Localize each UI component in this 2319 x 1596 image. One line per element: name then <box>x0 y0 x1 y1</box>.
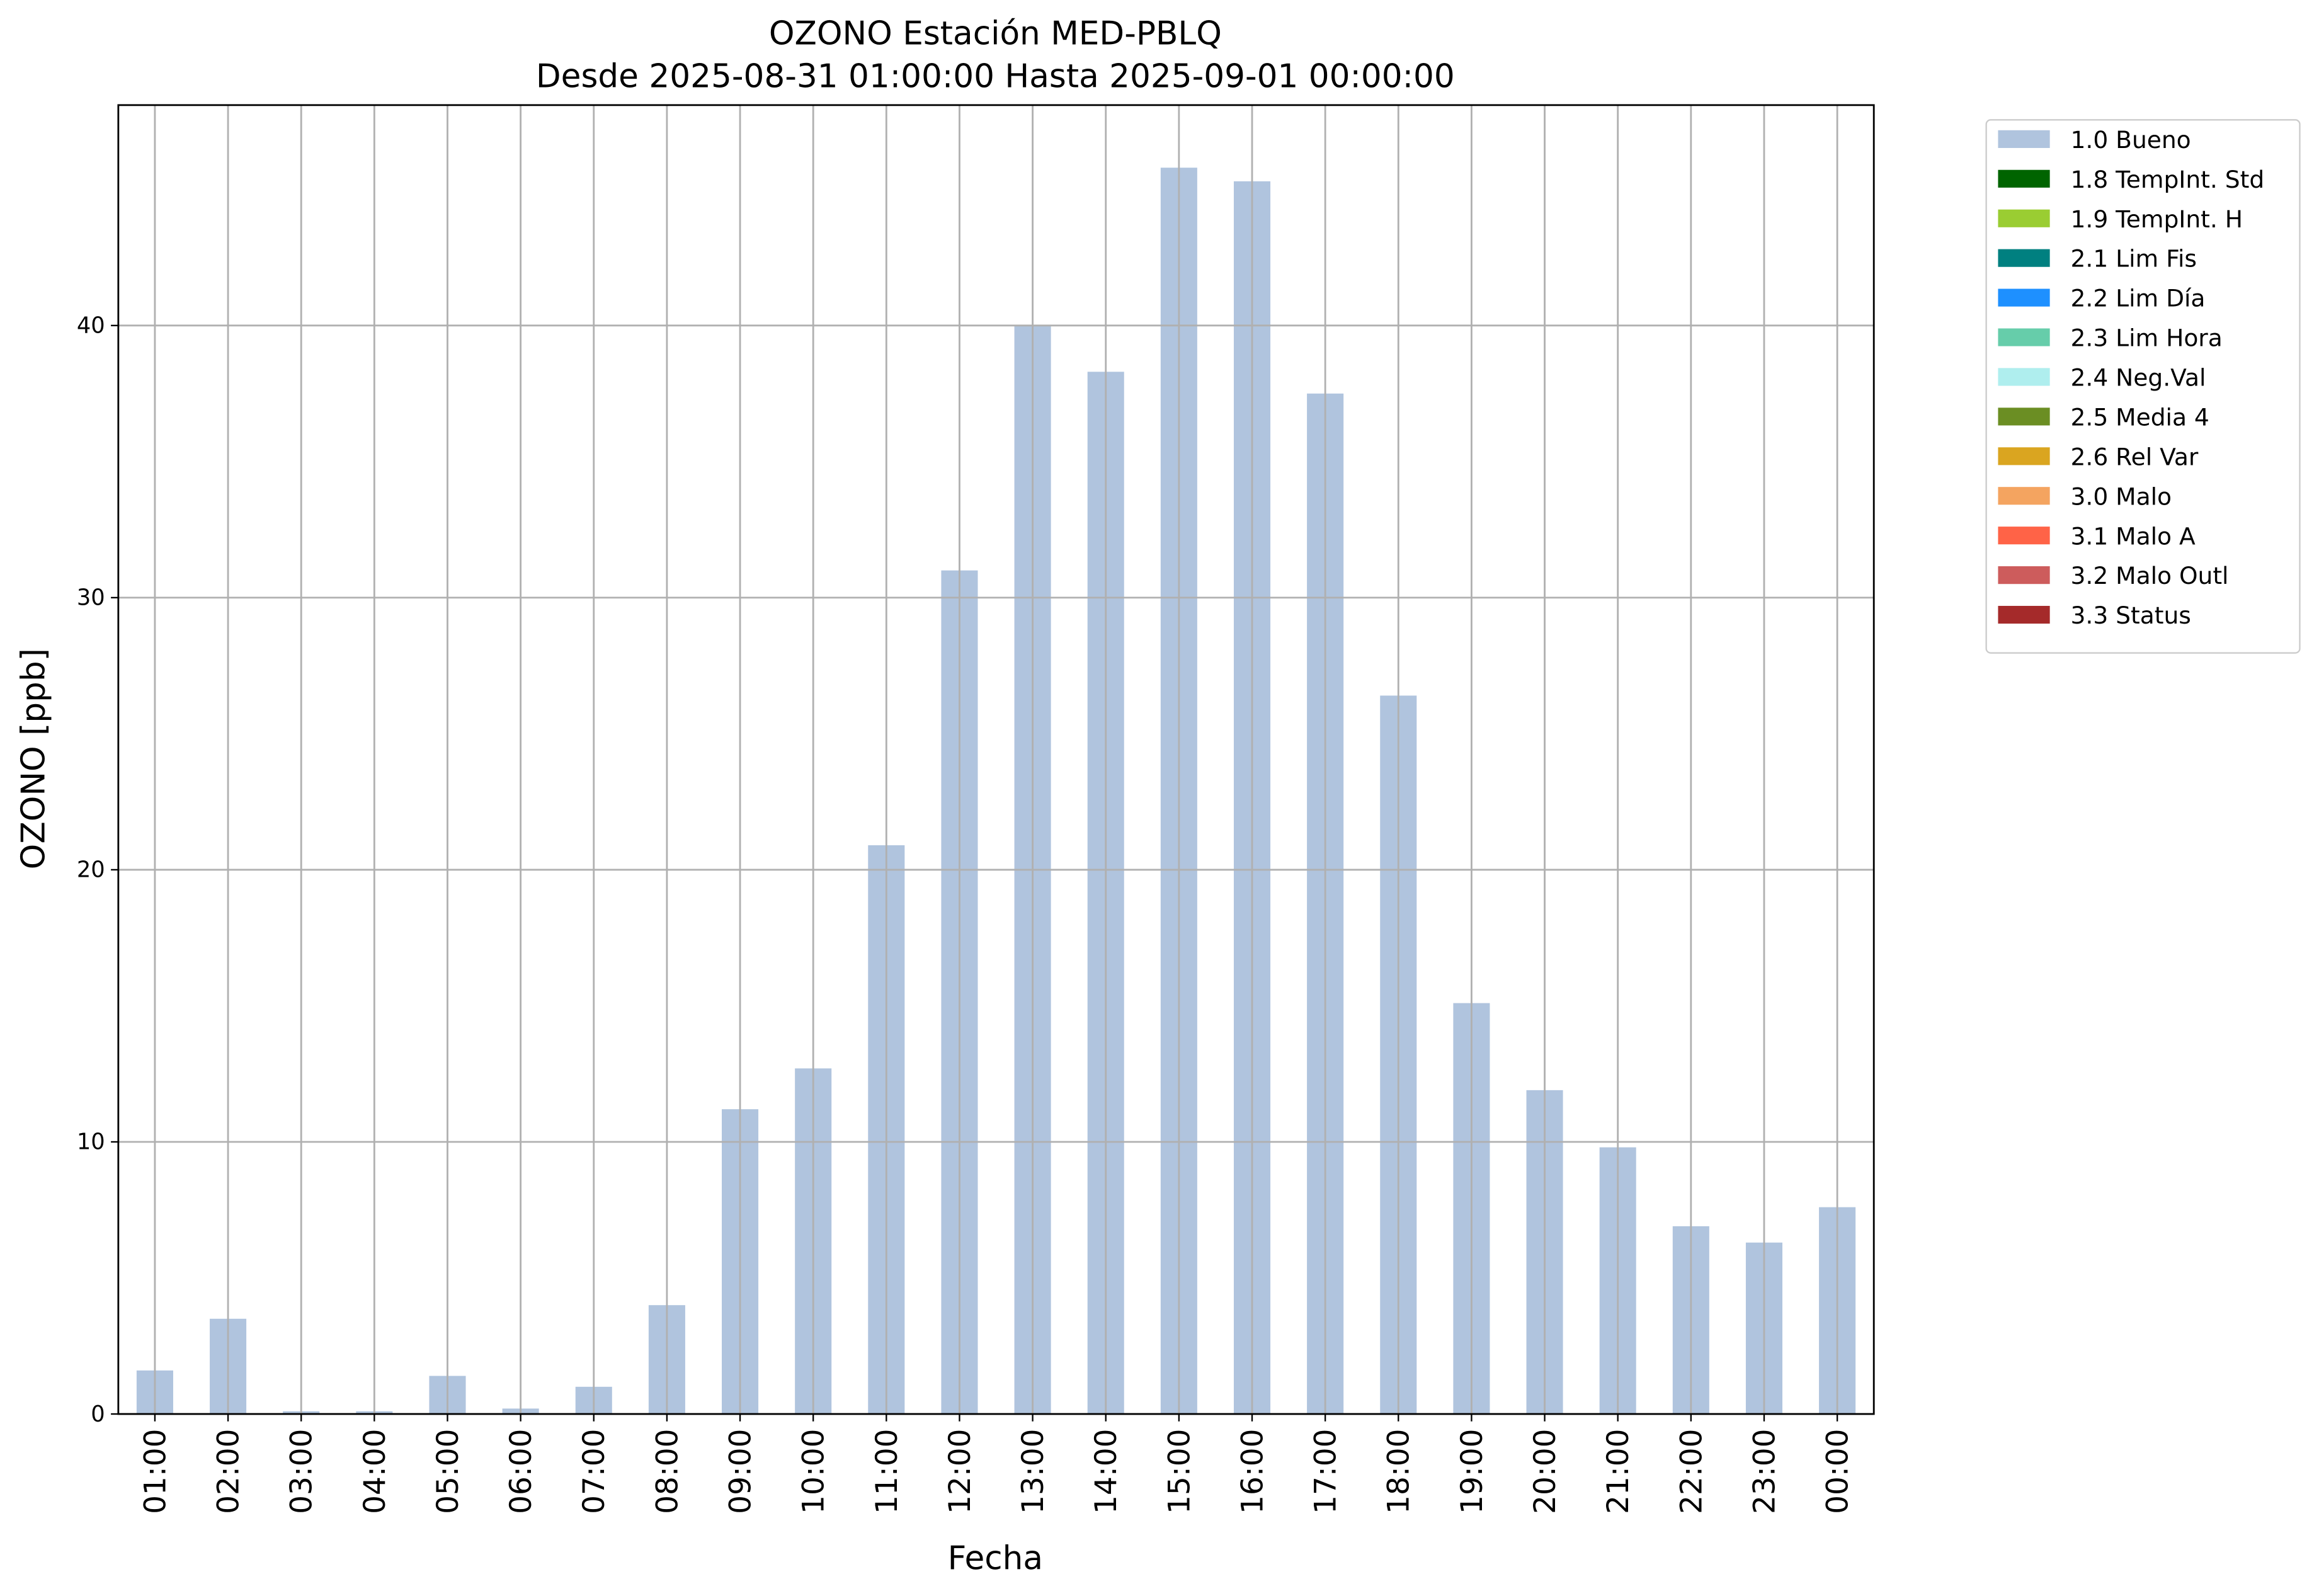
legend-label: 1.8 TempInt. Std <box>2071 166 2265 193</box>
x-tick-label: 03:00 <box>285 1429 319 1514</box>
legend-label: 3.0 Malo <box>2071 482 2172 510</box>
legend-swatch <box>1998 328 2050 346</box>
chart-subtitle: Desde 2025-08-31 01:00:00 Hasta 2025-09-… <box>536 58 1455 96</box>
y-tick-label: 30 <box>77 585 105 611</box>
legend-label: 2.4 Neg.Val <box>2071 364 2206 392</box>
x-tick-label: 00:00 <box>1821 1429 1855 1514</box>
x-tick-label: 10:00 <box>797 1429 831 1514</box>
legend-label: 1.9 TempInt. H <box>2071 205 2243 233</box>
legend-label: 2.5 Media 4 <box>2071 403 2209 431</box>
x-tick-label: 13:00 <box>1016 1429 1051 1514</box>
x-tick-label: 16:00 <box>1235 1429 1270 1514</box>
x-tick-label: 23:00 <box>1747 1429 1782 1514</box>
legend-swatch <box>1998 368 2050 386</box>
legend-label: 2.2 Lim Día <box>2071 285 2206 312</box>
plot-frame <box>117 104 1875 1415</box>
x-tick-label: 18:00 <box>1382 1429 1416 1514</box>
y-tick-label: 40 <box>77 313 105 339</box>
x-tick-label: 11:00 <box>870 1429 904 1514</box>
x-tick-label: 06:00 <box>504 1429 538 1514</box>
legend-swatch <box>1998 209 2050 227</box>
legend-label: 3.2 Malo Outl <box>2071 562 2229 590</box>
x-tick-label: 17:00 <box>1309 1429 1343 1514</box>
x-tick-label: 05:00 <box>431 1429 465 1514</box>
legend-swatch <box>1998 408 2050 426</box>
legend-swatch <box>1998 130 2050 148</box>
x-tick-label: 04:00 <box>358 1429 392 1514</box>
chart-title: OZONO Estación MED-PBLQ <box>769 15 1222 53</box>
x-axis-label: Fecha <box>948 1540 1043 1578</box>
legend-swatch <box>1998 288 2050 307</box>
legend-swatch <box>1998 527 2050 545</box>
x-tick-label: 14:00 <box>1089 1429 1124 1514</box>
legend-swatch <box>1998 249 2050 267</box>
x-tick-label: 09:00 <box>723 1429 758 1514</box>
y-tick-label: 10 <box>77 1129 105 1155</box>
x-tick-label: 01:00 <box>138 1429 173 1514</box>
x-tick-label: 02:00 <box>212 1429 246 1514</box>
legend-label: 3.1 Malo A <box>2071 522 2196 550</box>
legend-swatch <box>1998 169 2050 188</box>
x-tick-label: 19:00 <box>1455 1429 1490 1514</box>
legend-frame <box>1985 119 2301 654</box>
legend-swatch <box>1998 605 2050 624</box>
legend: 1.0 Bueno 1.8 TempInt. Std 1.9 TempInt. H 2… <box>1985 119 2301 654</box>
y-tick-label: 0 <box>91 1401 105 1427</box>
x-tick-label: 07:00 <box>577 1429 612 1514</box>
y-tick-label: 20 <box>77 857 105 883</box>
legend-label: 2.3 Lim Hora <box>2071 324 2223 352</box>
legend-label: 2.6 Rel Var <box>2071 443 2199 470</box>
x-tick-label: 21:00 <box>1601 1429 1636 1514</box>
y-axis-label: OZONO [ppb] <box>14 648 52 869</box>
x-tick-label: 08:00 <box>650 1429 685 1514</box>
legend-label: 2.1 Lim Fis <box>2071 245 2197 273</box>
legend-label: 3.3 Status <box>2071 601 2191 629</box>
legend-label: 1.0 Bueno <box>2071 126 2191 154</box>
x-tick-label: 22:00 <box>1674 1429 1709 1514</box>
x-tick-label: 15:00 <box>1162 1429 1197 1514</box>
legend-swatch <box>1998 487 2050 505</box>
legend-swatch <box>1998 447 2050 465</box>
x-tick-label: 20:00 <box>1528 1429 1563 1514</box>
x-tick-label: 12:00 <box>943 1429 977 1514</box>
legend-swatch <box>1998 566 2050 584</box>
